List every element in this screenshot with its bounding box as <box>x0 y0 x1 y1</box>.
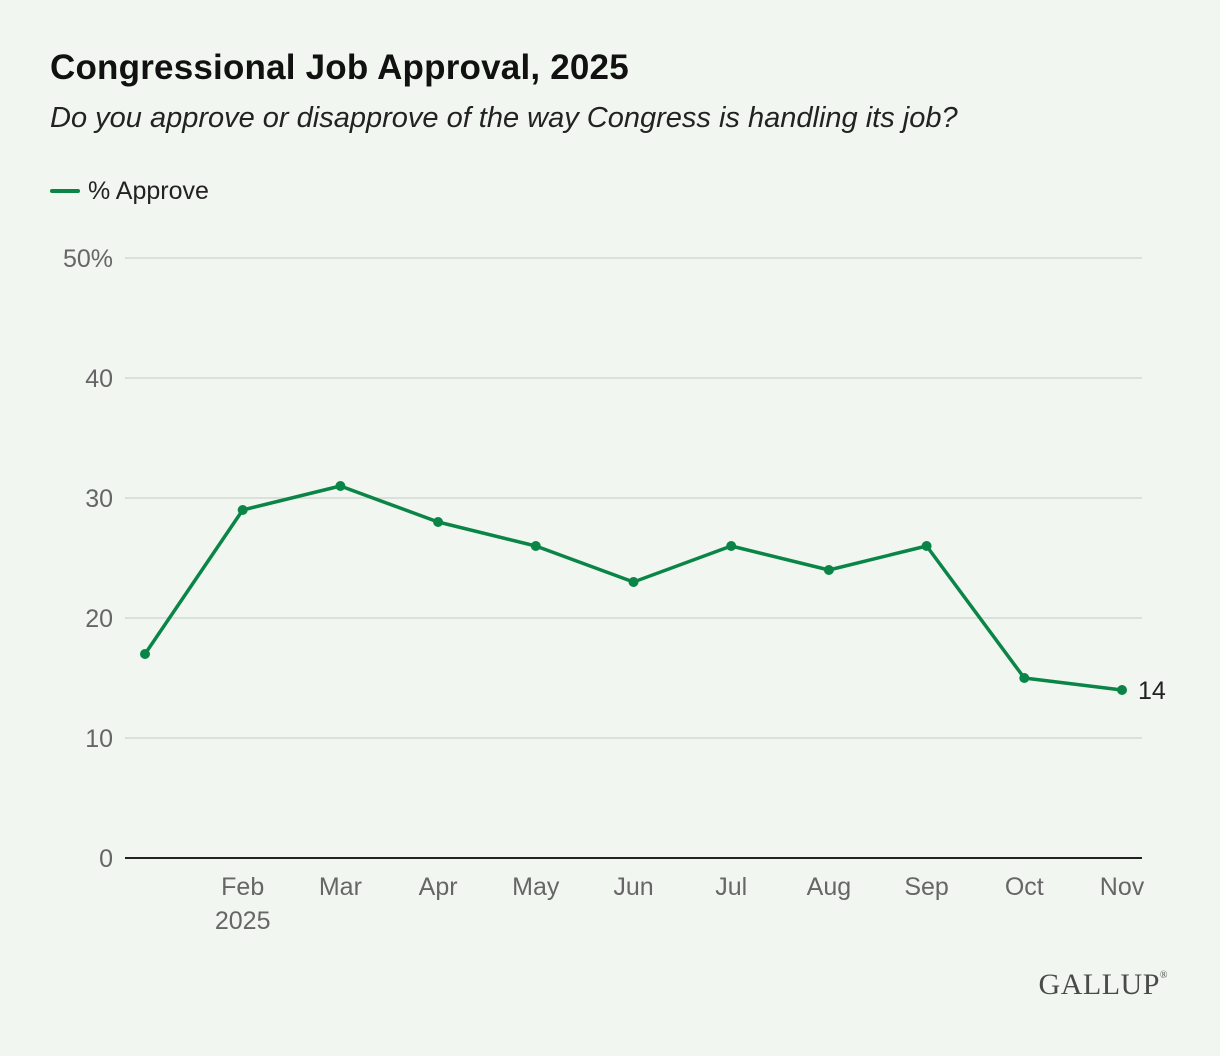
x-tick-label: Feb <box>221 873 264 901</box>
y-tick-label: 20 <box>85 605 113 633</box>
end-value-label: 14 <box>1138 677 1166 705</box>
data-point <box>530 541 541 551</box>
y-tick-label: 0 <box>99 845 113 873</box>
x-tick-label: Apr <box>419 873 458 901</box>
brand-name: GALLUP <box>1038 968 1160 1001</box>
data-point <box>1117 685 1127 695</box>
data-point <box>726 541 737 551</box>
data-point <box>433 517 444 527</box>
approve-series-line <box>143 484 1124 692</box>
data-point <box>823 565 834 575</box>
data-point <box>921 541 932 551</box>
x-tick-label: Nov <box>1100 873 1145 901</box>
y-tick-label: 10 <box>85 725 113 753</box>
data-point <box>140 649 150 659</box>
legend-swatch <box>50 189 80 193</box>
data-point <box>335 481 346 491</box>
legend: % Approve <box>50 174 209 208</box>
y-tick-label: 30 <box>85 485 113 513</box>
data-point <box>628 577 639 587</box>
x-tick-label: Jul <box>715 873 747 901</box>
y-tick-label: 50% <box>63 245 113 273</box>
x-tick-label: May <box>512 873 560 901</box>
x-tick-label: Sep <box>904 873 948 901</box>
data-point <box>237 505 248 515</box>
gallup-logo: GALLUP® <box>1039 968 1168 1002</box>
data-point <box>1019 673 1030 683</box>
y-tick-label: 40 <box>85 365 113 393</box>
chart-title: Congressional Job Approval, 2025 <box>50 48 629 87</box>
x-tick-label: Mar <box>319 873 362 901</box>
x-tick-label: Jun <box>613 873 653 901</box>
x-tick-label: Aug <box>807 873 851 901</box>
x-tick-sublabel: 2025 <box>215 907 271 935</box>
chart-subtitle: Do you approve or disapprove of the way … <box>50 102 958 134</box>
x-tick-label: Oct <box>1005 873 1044 901</box>
registered-mark: ® <box>1159 970 1168 981</box>
legend-label: % Approve <box>88 176 209 205</box>
